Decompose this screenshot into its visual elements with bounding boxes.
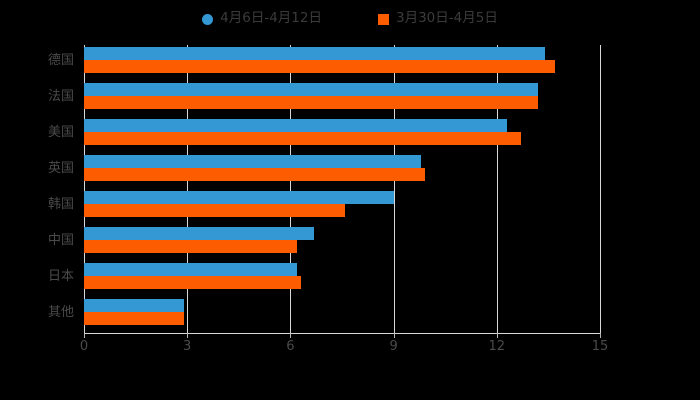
bar[interactable] (84, 168, 425, 181)
bar[interactable] (84, 240, 298, 253)
y-axis-category-label: 美国 (47, 124, 74, 140)
y-axis-category-label: 德国 (47, 52, 74, 68)
legend-entry-0[interactable]: 4月6日-4月12日 (202, 12, 322, 26)
x-tick-mark-9 (393, 333, 395, 338)
x-tick-label: 9 (389, 339, 398, 354)
y-axis-category-label: 英国 (47, 160, 74, 176)
x-tick-label: 12 (488, 339, 506, 354)
bar[interactable] (84, 60, 556, 73)
legend-label: 4月6日-4月12日 (220, 10, 322, 27)
bar[interactable] (84, 276, 301, 289)
y-axis-category-label: 法国 (47, 88, 74, 104)
x-tick-label: 6 (286, 339, 295, 354)
bar[interactable] (84, 96, 539, 109)
x-tick-mark-3 (187, 333, 189, 338)
gridline-6 (290, 45, 292, 333)
bar[interactable] (84, 119, 508, 132)
bar[interactable] (84, 263, 298, 276)
x-tick-label: 0 (79, 339, 89, 354)
legend-label: 3月30日-4月5日 (396, 10, 498, 27)
y-axis-category-labels: 德国法国美国英国韩国中国日本其他 (0, 45, 74, 333)
legend-entry-1[interactable]: 3月30日-4月5日 (378, 12, 498, 26)
bar[interactable] (84, 155, 422, 168)
bar[interactable] (84, 191, 394, 204)
x-tick-label: 3 (183, 339, 192, 354)
x-tick-mark-12 (496, 333, 498, 338)
legend-marker-circle-icon (202, 13, 214, 25)
x-tick-mark-0 (84, 333, 85, 338)
bar[interactable] (84, 132, 521, 145)
y-axis-category-label: 韩国 (47, 196, 74, 212)
gridline-15 (600, 45, 601, 333)
y-axis-category-label: 其他 (47, 304, 74, 320)
x-axis-tick-labels: 0 3 6 9 12 15 (0, 340, 700, 360)
x-axis-line (84, 333, 601, 334)
bar[interactable] (84, 312, 184, 325)
bar[interactable] (84, 83, 539, 96)
legend-marker-square-icon (378, 13, 389, 25)
y-axis-category-label: 中国 (47, 232, 74, 248)
bar[interactable] (84, 299, 184, 312)
gridline-12 (496, 45, 498, 333)
gridline-0 (84, 45, 85, 333)
gridline-3 (187, 45, 189, 333)
x-tick-mark-15 (600, 333, 601, 338)
bar[interactable] (84, 47, 545, 60)
bar[interactable] (84, 227, 315, 240)
y-axis-category-label: 日本 (47, 268, 74, 284)
gridline-9 (393, 45, 395, 333)
x-tick-mark-6 (290, 333, 292, 338)
bar[interactable] (84, 204, 346, 217)
plot-area (84, 45, 601, 333)
x-tick-label: 15 (591, 339, 609, 354)
chart-legend: 4月6日-4月12日 3月30日-4月5日 (0, 8, 700, 30)
